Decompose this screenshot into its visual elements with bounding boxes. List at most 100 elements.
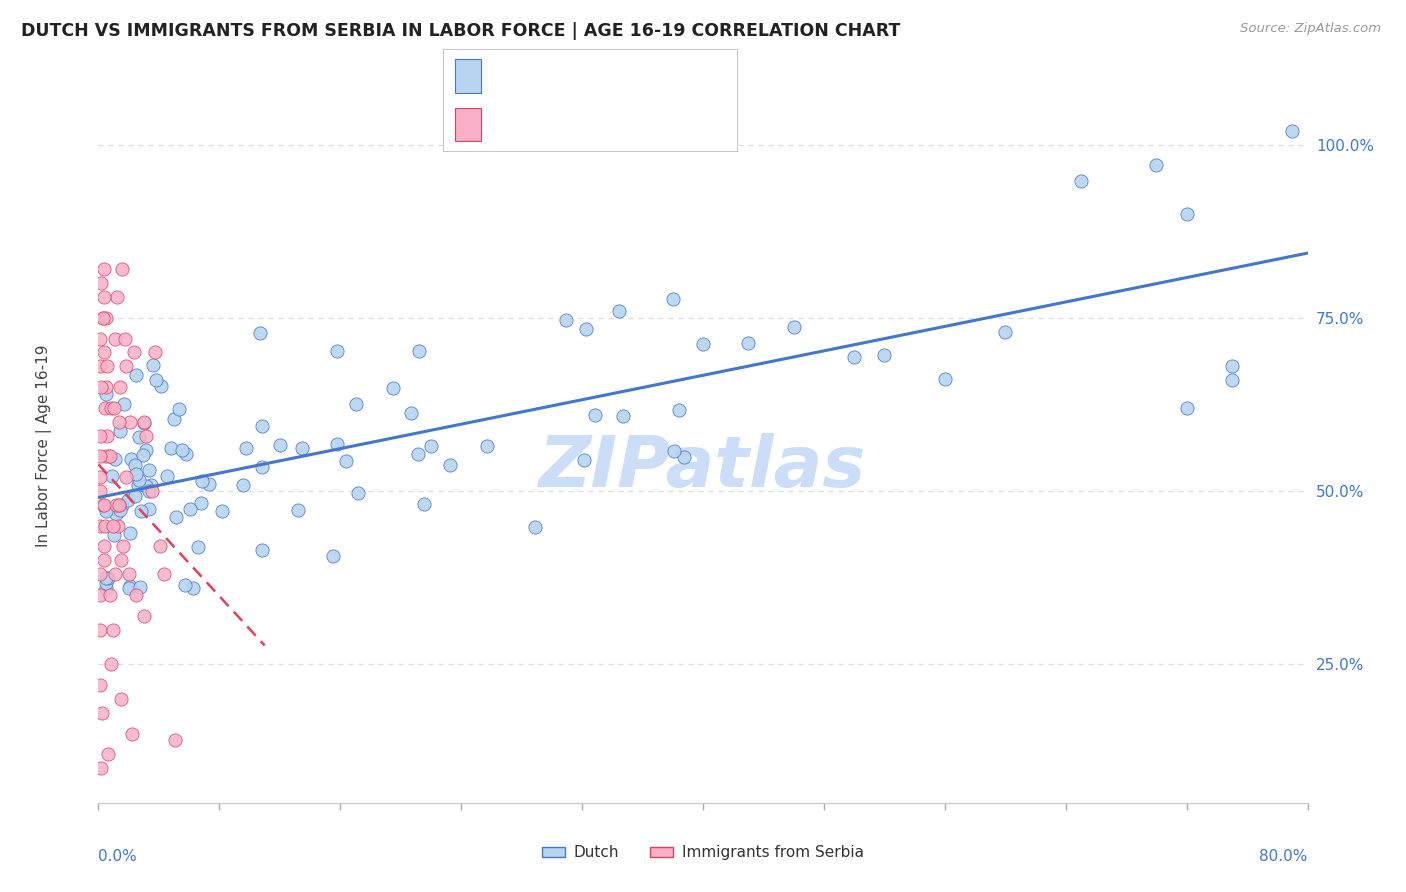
- Point: [668, 402, 690, 417]
- Point: [124, 458, 146, 473]
- Bar: [454, 59, 481, 93]
- Point: [114, 470, 136, 484]
- Point: [232, 477, 254, 491]
- Text: R =: R =: [491, 117, 523, 131]
- Point: [250, 543, 273, 558]
- Point: [94, 504, 117, 518]
- Point: [93, 290, 115, 304]
- Point: [163, 733, 186, 747]
- Point: [121, 726, 143, 740]
- Point: [420, 439, 443, 453]
- Text: 69: 69: [661, 117, 683, 131]
- Bar: [454, 108, 481, 141]
- Point: [132, 608, 155, 623]
- Point: [96, 450, 118, 464]
- Point: [326, 343, 349, 358]
- Point: [673, 450, 696, 465]
- Point: [439, 458, 461, 472]
- Point: [347, 486, 370, 500]
- Point: [287, 503, 309, 517]
- Point: [112, 397, 135, 411]
- Point: [89, 359, 111, 374]
- Point: [89, 678, 111, 692]
- Legend: Dutch, Immigrants from Serbia: Dutch, Immigrants from Serbia: [536, 839, 870, 866]
- Point: [114, 359, 136, 374]
- Text: 103: 103: [661, 70, 693, 84]
- Text: R =: R =: [491, 70, 523, 84]
- Point: [1070, 174, 1092, 188]
- Point: [692, 337, 714, 351]
- Text: DUTCH VS IMMIGRANTS FROM SERBIA IN LABOR FORCE | AGE 16-19 CORRELATION CHART: DUTCH VS IMMIGRANTS FROM SERBIA IN LABOR…: [21, 22, 900, 40]
- Point: [524, 519, 547, 533]
- Point: [873, 348, 896, 362]
- Point: [607, 303, 630, 318]
- Point: [662, 443, 685, 458]
- Point: [1281, 124, 1303, 138]
- Point: [111, 262, 134, 277]
- Point: [107, 518, 129, 533]
- Point: [149, 540, 172, 554]
- Point: [190, 496, 212, 510]
- Point: [160, 441, 183, 455]
- Point: [103, 401, 125, 415]
- Point: [114, 332, 136, 346]
- Point: [108, 415, 131, 429]
- Point: [94, 501, 117, 516]
- Point: [250, 460, 273, 475]
- Point: [108, 424, 131, 438]
- FancyBboxPatch shape: [443, 49, 738, 152]
- Point: [129, 581, 152, 595]
- Text: Source: ZipAtlas.com: Source: ZipAtlas.com: [1240, 22, 1381, 36]
- Point: [94, 401, 117, 415]
- Point: [174, 447, 197, 461]
- Point: [249, 326, 271, 340]
- Point: [122, 345, 145, 359]
- Point: [1220, 373, 1243, 387]
- Point: [555, 313, 578, 327]
- Point: [165, 510, 187, 524]
- Point: [89, 450, 111, 464]
- Point: [737, 336, 759, 351]
- Point: [98, 588, 121, 602]
- Point: [120, 579, 142, 593]
- Point: [108, 498, 131, 512]
- Point: [94, 518, 117, 533]
- Point: [131, 448, 153, 462]
- Point: [135, 443, 157, 458]
- Point: [211, 504, 233, 518]
- Point: [100, 401, 122, 415]
- Point: [172, 442, 194, 457]
- Point: [94, 310, 117, 325]
- Point: [100, 657, 122, 672]
- Text: 0.423: 0.423: [540, 70, 589, 84]
- Point: [94, 581, 117, 595]
- Point: [101, 518, 124, 533]
- Point: [90, 380, 112, 394]
- Point: [572, 453, 595, 467]
- Point: [110, 553, 132, 567]
- Point: [132, 415, 155, 429]
- Point: [135, 479, 157, 493]
- Point: [173, 578, 195, 592]
- Point: [198, 477, 221, 491]
- Point: [406, 447, 429, 461]
- Point: [117, 492, 139, 507]
- Point: [90, 276, 112, 290]
- Point: [103, 528, 125, 542]
- Point: [118, 526, 141, 541]
- Point: [141, 358, 163, 372]
- Point: [125, 588, 148, 602]
- Point: [127, 478, 149, 492]
- Point: [179, 501, 201, 516]
- Point: [104, 451, 127, 466]
- Point: [96, 380, 118, 394]
- Point: [149, 379, 172, 393]
- Point: [844, 350, 866, 364]
- Point: [97, 571, 120, 585]
- Point: [94, 571, 117, 585]
- Point: [412, 497, 434, 511]
- Point: [110, 503, 132, 517]
- Point: [105, 290, 128, 304]
- Point: [112, 540, 135, 554]
- Point: [583, 408, 606, 422]
